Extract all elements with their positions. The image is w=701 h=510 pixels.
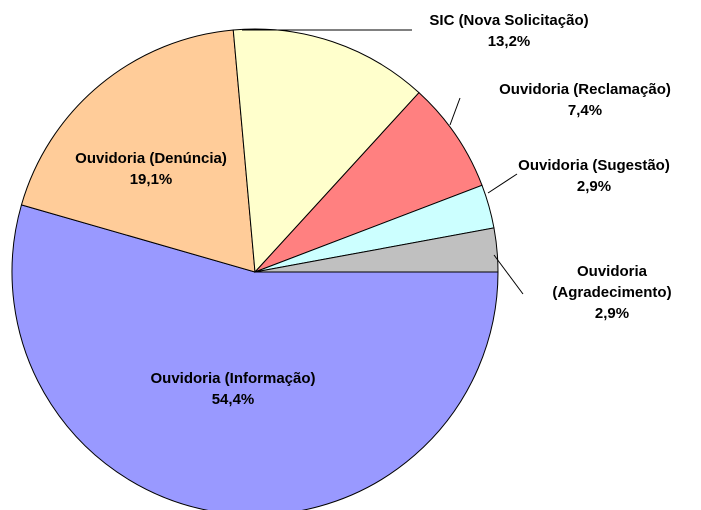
label-text-ouvidoria-reclamacao: Ouvidoria (Reclamação) (499, 81, 671, 98)
label-value-sic-nova-solicitacao: 13,2% (488, 33, 531, 50)
label-text-ouvidoria-sugestao: Ouvidoria (Sugestão) (518, 157, 670, 174)
leader-line-ouvidoria-agradecimento (493, 254, 524, 295)
label-text-sic-nova-solicitacao: SIC (Nova Solicitação) (429, 12, 588, 29)
slice-ouvidoria-denuncia (20, 29, 256, 273)
label-text-ouvidoria-denuncia: Ouvidoria (Denúncia) (75, 150, 227, 167)
label-ouvidoria-agradecimento: Ouvidoria (Agradecimento) 2,9% (552, 263, 671, 322)
slice-labels: Ouvidoria (Informação) 54,4% Ouvidoria (De… (75, 12, 671, 408)
label-sic-nova-solicitacao: SIC (Nova Solicitação) 13,2% (429, 12, 588, 50)
label-ouvidoria-reclamacao: Ouvidoria (Reclamação) 7,4% (499, 81, 671, 119)
label-text-ouvidoria-agradecimento: (Agradecimento) (552, 284, 671, 301)
slice-ouvidoria-reclamacao (254, 91, 483, 273)
slice-ouvidoria-agradecimento (254, 227, 499, 273)
pie-slices (11, 28, 499, 510)
leader-line-ouvidoria-sugestao (487, 173, 518, 194)
slice-sic-nova-solicitacao (232, 28, 420, 274)
label-ouvidoria-denuncia: Ouvidoria (Denúncia) 19,1% (75, 150, 227, 188)
label-ouvidoria-informacao: Ouvidoria (Informação) 54,4% (150, 370, 315, 408)
leader-lines (242, 29, 524, 295)
slice-ouvidoria-informacao (11, 204, 499, 510)
label-value-ouvidoria-agradecimento: 2,9% (595, 305, 629, 322)
label-value-ouvidoria-sugestao: 2,9% (577, 178, 611, 195)
label-value-ouvidoria-reclamacao: 7,4% (568, 102, 602, 119)
label-text-ouvidoria-informacao: Ouvidoria (Informação) (150, 370, 315, 387)
label-value-ouvidoria-denuncia: 19,1% (130, 171, 173, 188)
label-value-ouvidoria-informacao: 54,4% (212, 391, 255, 408)
leader-line-ouvidoria-reclamacao (449, 97, 461, 126)
label-text-ouvidoria-agradecimento: Ouvidoria (577, 263, 648, 280)
label-ouvidoria-sugestao: Ouvidoria (Sugestão) 2,9% (518, 157, 670, 195)
